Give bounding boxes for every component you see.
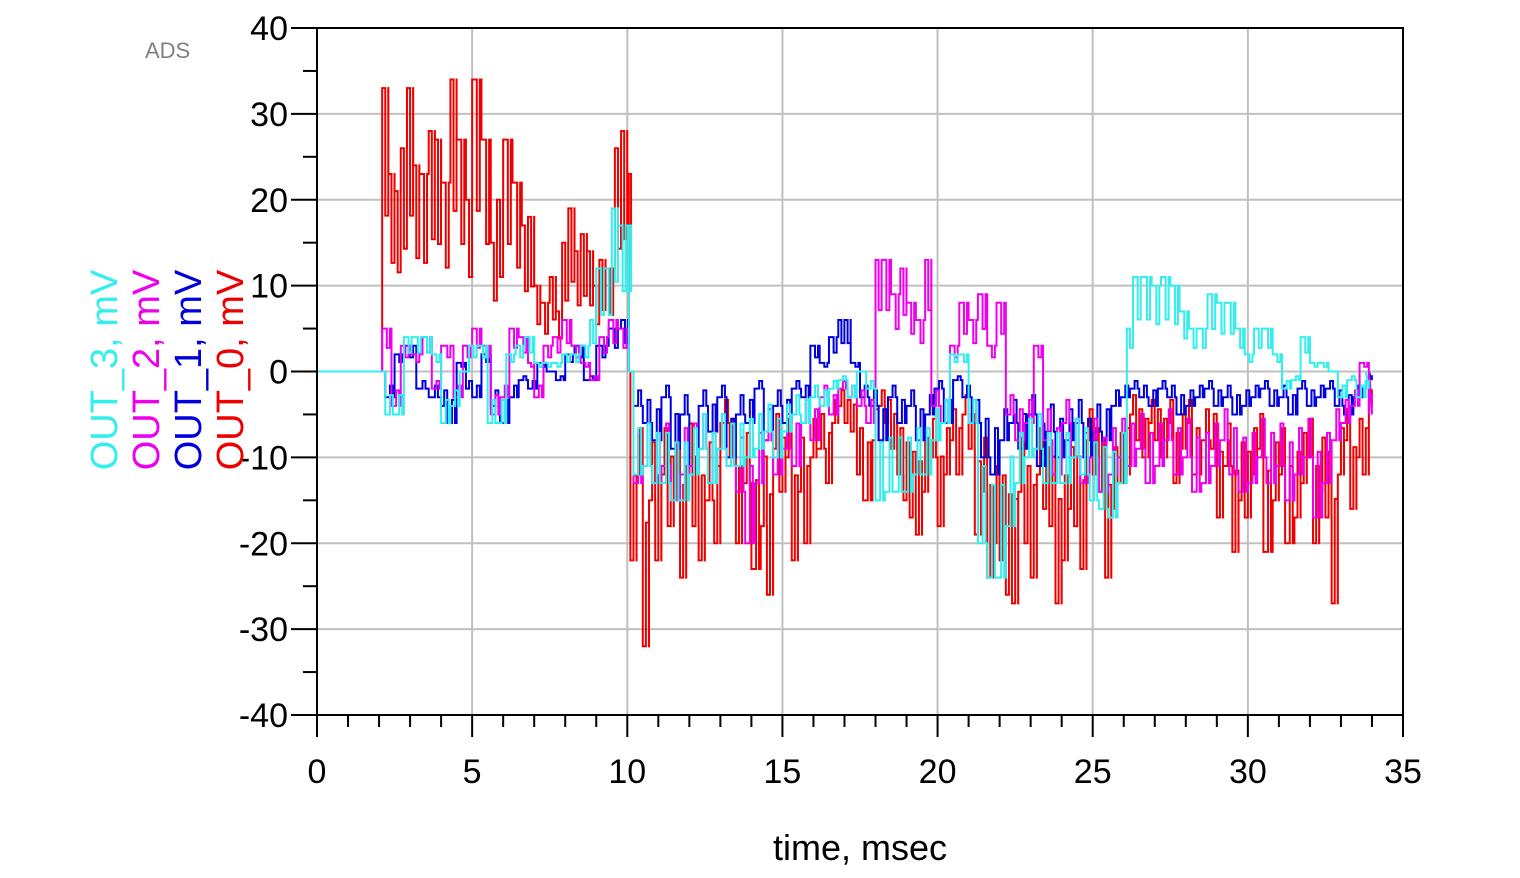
y-tick-label: -20 (239, 525, 288, 563)
x-tick-label: 25 (1074, 753, 1112, 791)
y-axis-title-part: OUT_2, mV (126, 269, 168, 470)
y-tick-label: 0 (269, 354, 288, 392)
y-tick-label: -10 (239, 439, 288, 477)
series-line (317, 318, 1373, 476)
grid (317, 28, 1403, 715)
x-axis-title: time, msec (773, 827, 947, 868)
series-out-3 (317, 207, 1370, 579)
x-tick-label: 15 (764, 753, 802, 791)
y-axis-title-part: OUT_1, mV (168, 269, 210, 470)
y-tick-label: 20 (250, 182, 288, 220)
x-tick-label: 10 (608, 753, 646, 791)
series-line (317, 207, 1370, 579)
series-layer (317, 78, 1373, 648)
y-tick-label: 40 (250, 10, 288, 48)
y-tick-label: -30 (239, 611, 288, 649)
y-tick-label: 10 (250, 268, 288, 306)
x-tick-label: 30 (1229, 753, 1267, 791)
plot-frame (316, 27, 1404, 716)
x-tick-label: 5 (463, 753, 482, 791)
x-tick-label: 20 (919, 753, 957, 791)
y-axis-title-part: OUT_0, mV (210, 269, 252, 470)
axes (291, 27, 1404, 737)
brand-logo: ADS (145, 38, 190, 63)
series-line (317, 258, 1373, 545)
x-tick-label: 35 (1384, 753, 1422, 791)
y-tick-label: 30 (250, 96, 288, 134)
y-axis-title: OUT_3, mVOUT_2, mVOUT_1, mVOUT_0, mV (84, 269, 252, 470)
tick-labels: 0 5 10 15 20 25 30 35 40 30 20 10 0 -10 -20 -30 -40 (239, 10, 1422, 791)
y-tick-label: -40 (239, 697, 288, 735)
series-out-2 (317, 258, 1373, 545)
series-out-0 (317, 78, 1373, 648)
x-tick-label: 0 (308, 753, 327, 791)
series-out-1 (317, 318, 1373, 476)
y-axis-title-part: OUT_3, mV (84, 269, 126, 470)
series-line (317, 78, 1373, 648)
